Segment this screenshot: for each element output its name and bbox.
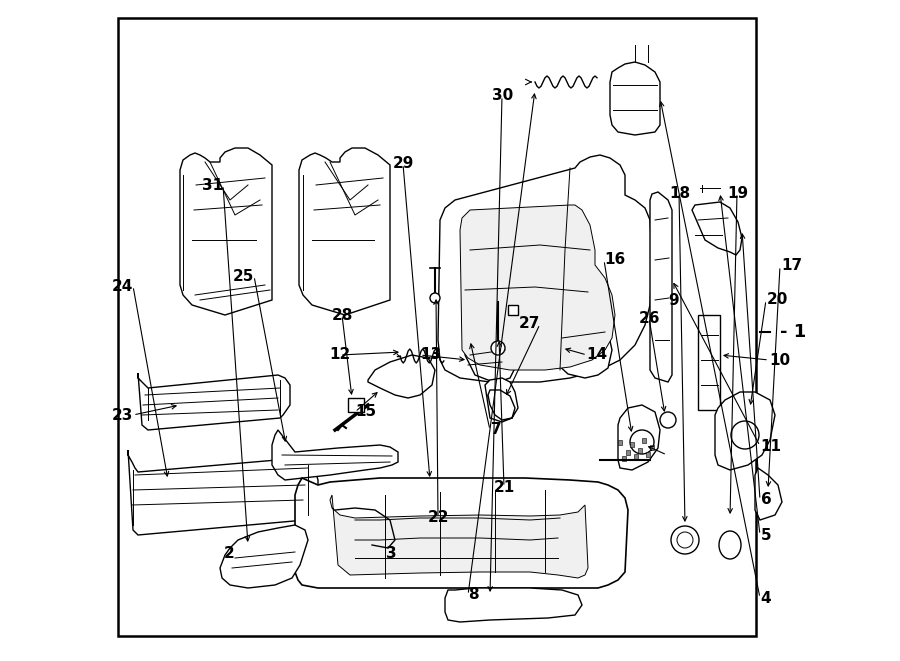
Text: 17: 17 [781,258,802,273]
Polygon shape [445,588,582,622]
Text: 12: 12 [329,348,351,362]
Polygon shape [220,525,308,588]
Polygon shape [460,205,615,370]
Polygon shape [610,62,660,135]
Polygon shape [138,373,290,430]
Text: 26: 26 [639,311,661,326]
Text: - 1: - 1 [780,323,806,341]
Polygon shape [465,335,515,382]
Polygon shape [555,318,612,378]
Bar [118,18,756,636]
Text: 14: 14 [587,348,608,362]
Text: 5: 5 [760,528,771,543]
Text: 13: 13 [420,348,441,362]
Circle shape [671,526,699,554]
Polygon shape [485,378,518,422]
Text: 6: 6 [760,492,771,506]
Polygon shape [692,202,742,255]
Polygon shape [128,450,318,535]
Text: 24: 24 [112,279,133,293]
Polygon shape [299,148,390,315]
Text: 30: 30 [491,89,513,103]
Circle shape [660,412,676,428]
Bar [348,398,364,412]
Polygon shape [180,148,272,315]
Circle shape [677,532,693,548]
Bar [508,305,518,315]
Text: 10: 10 [770,353,790,368]
Polygon shape [618,440,622,445]
Text: 31: 31 [202,178,223,192]
Text: 15: 15 [356,404,376,418]
Text: 9: 9 [668,293,679,308]
Polygon shape [642,438,646,443]
Polygon shape [368,355,435,398]
Text: 23: 23 [112,408,133,422]
Polygon shape [650,192,672,382]
Circle shape [731,421,759,449]
Polygon shape [634,454,638,459]
Polygon shape [715,392,775,470]
Ellipse shape [719,531,741,559]
Polygon shape [438,155,652,382]
Polygon shape [638,448,642,453]
Text: 20: 20 [767,292,788,307]
Polygon shape [618,405,660,470]
Text: 22: 22 [428,510,449,525]
Text: 8: 8 [468,588,479,602]
Bar [698,315,720,410]
Polygon shape [272,430,398,480]
Text: 21: 21 [493,480,515,494]
Text: 18: 18 [669,186,690,200]
Circle shape [430,293,440,303]
Polygon shape [755,468,782,520]
Text: 19: 19 [727,186,749,200]
Polygon shape [630,442,634,447]
Text: 11: 11 [760,439,781,453]
Polygon shape [295,478,628,588]
Polygon shape [622,456,626,461]
Polygon shape [646,452,650,457]
Text: 7: 7 [491,422,501,437]
Polygon shape [626,450,630,455]
Text: 4: 4 [760,591,771,605]
Circle shape [491,341,505,355]
Text: 28: 28 [331,308,353,323]
Circle shape [630,430,654,454]
Text: 29: 29 [392,157,414,171]
Text: 16: 16 [605,253,626,267]
Polygon shape [330,495,588,578]
Text: 27: 27 [518,317,540,331]
Text: 3: 3 [386,547,397,561]
Text: 2: 2 [224,547,235,561]
Text: 25: 25 [232,269,254,284]
Polygon shape [650,445,654,450]
